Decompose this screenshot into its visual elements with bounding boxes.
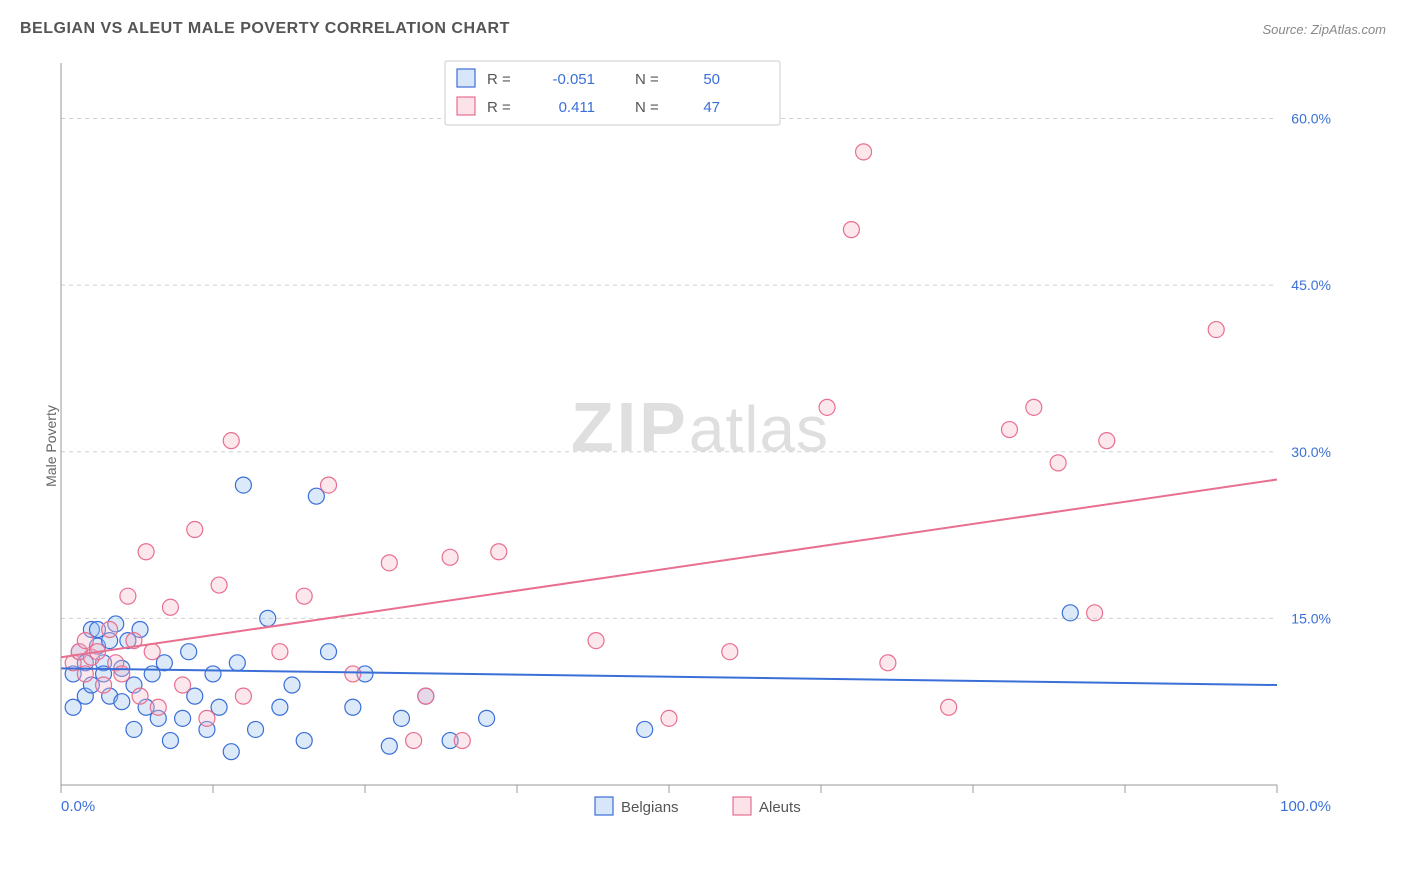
trend-lines — [61, 480, 1277, 685]
svg-text:30.0%: 30.0% — [1291, 444, 1331, 460]
svg-text:100.0%: 100.0% — [1280, 798, 1331, 815]
svg-text:Aleuts: Aleuts — [759, 799, 801, 816]
legend-series: Belgians Aleuts — [595, 797, 801, 816]
svg-text:R =: R = — [487, 71, 511, 88]
legend-correlation: R = -0.051 N = 50 R = 0.411 N = 47 — [445, 61, 780, 125]
source-attribution: Source: ZipAtlas.com — [1262, 22, 1386, 37]
svg-text:50: 50 — [703, 71, 720, 88]
plot-area: ZIPatlas 15.0%30.0%45.0%60.0% 0.0%100.0%… — [55, 55, 1345, 830]
svg-text:60.0%: 60.0% — [1291, 111, 1331, 127]
axes: 0.0% 100.0% — [61, 63, 1331, 815]
svg-text:45.0%: 45.0% — [1291, 277, 1331, 293]
svg-text:Belgians: Belgians — [621, 799, 679, 816]
svg-text:15.0%: 15.0% — [1291, 610, 1331, 626]
gridlines: 15.0% 30.0% 45.0% 60.0% — [61, 111, 1331, 627]
svg-text:0.411: 0.411 — [559, 99, 595, 116]
svg-text:-0.051: -0.051 — [552, 71, 595, 88]
scatter-chart: 15.0% 30.0% 45.0% 60.0% 0.0% 100.0% R = -0.05… — [55, 55, 1345, 830]
svg-text:47: 47 — [703, 99, 720, 116]
svg-text:R =: R = — [487, 99, 511, 116]
svg-text:N =: N = — [635, 71, 659, 88]
svg-text:N =: N = — [635, 99, 659, 116]
chart-title: BELGIAN VS ALEUT MALE POVERTY CORRELATIO… — [20, 20, 510, 38]
svg-text:0.0%: 0.0% — [61, 798, 95, 815]
